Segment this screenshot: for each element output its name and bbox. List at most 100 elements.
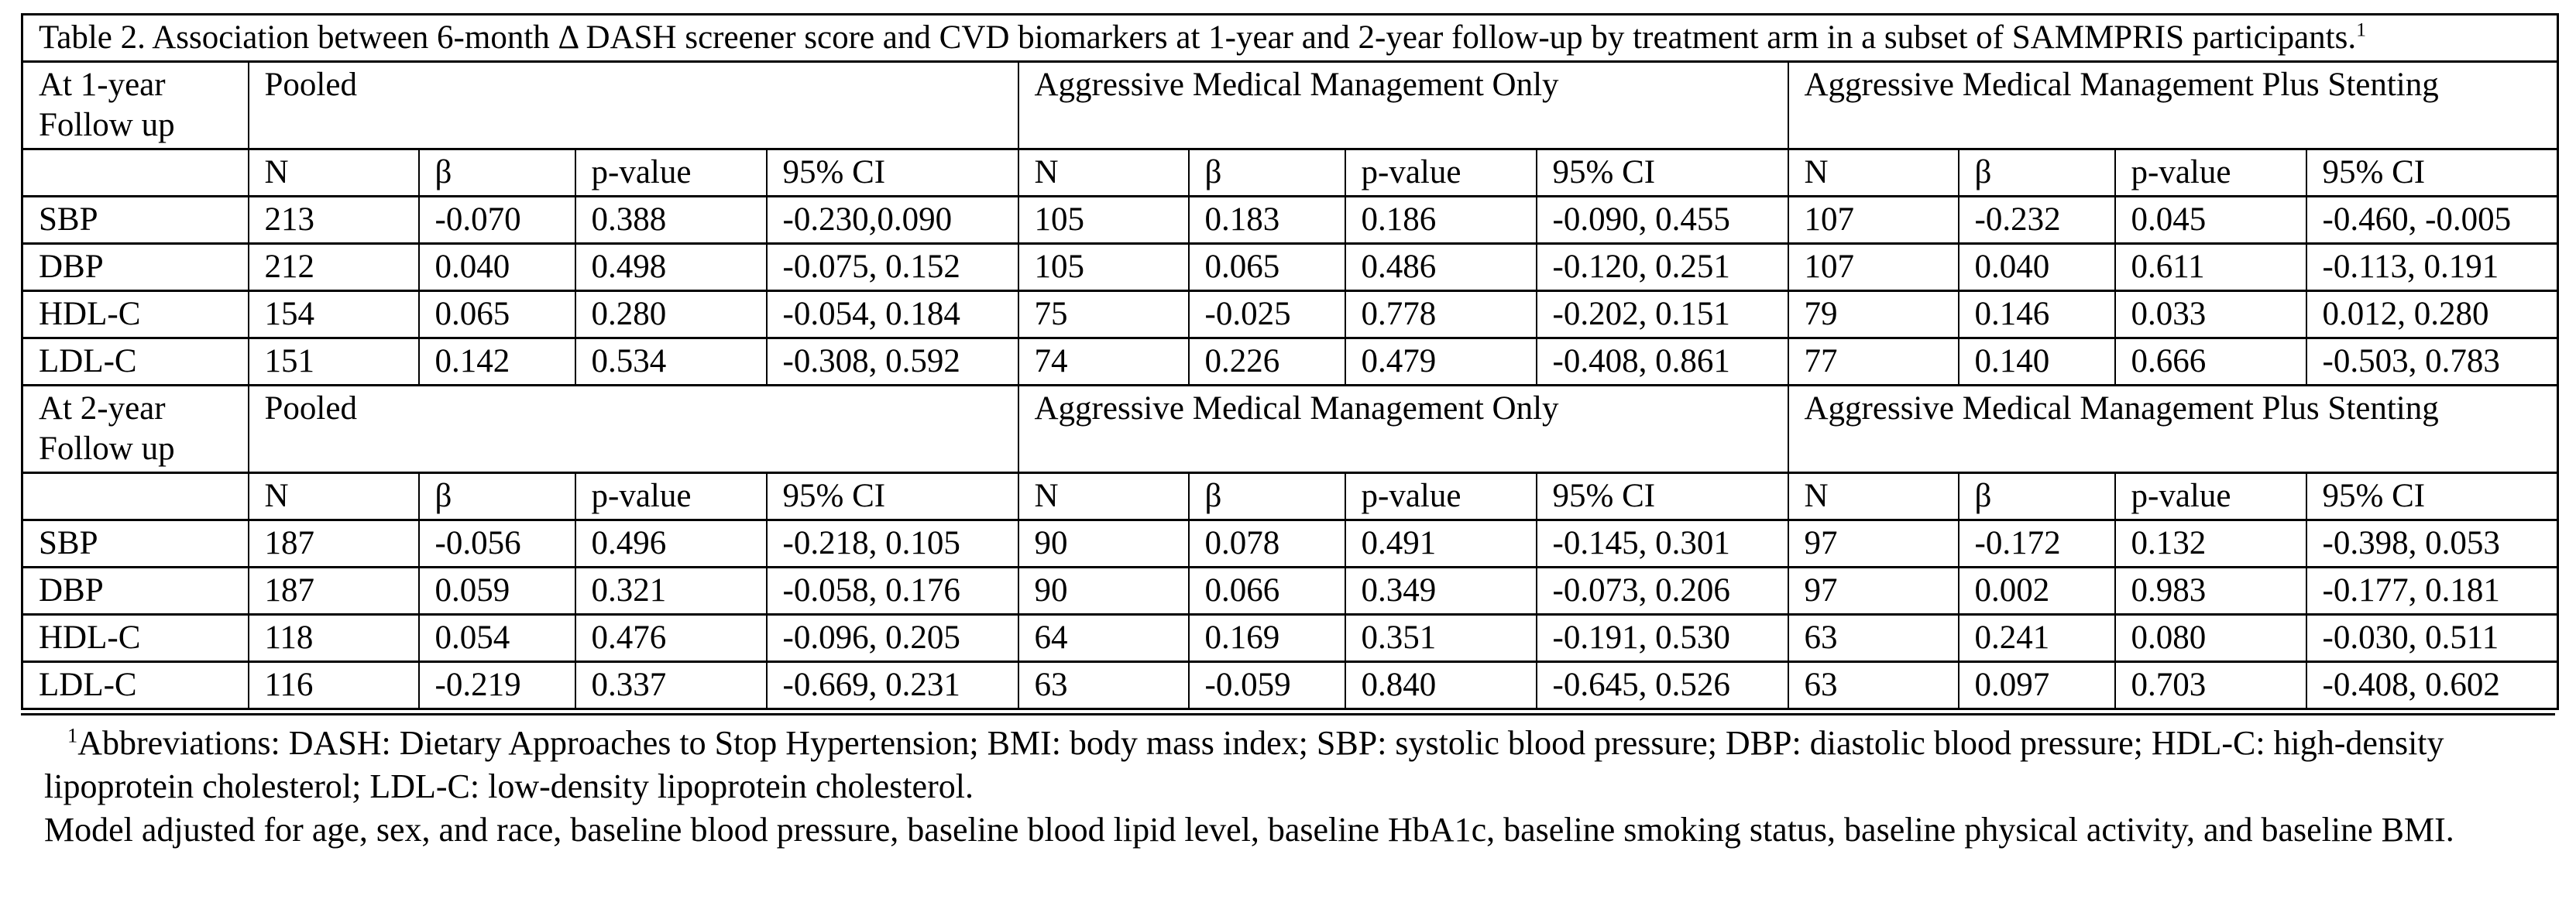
section-1-group-2-colheader-2: β <box>1187 148 1346 197</box>
data-cell: -0.308, 0.592 <box>765 337 1019 386</box>
data-cell: 0.045 <box>2114 195 2307 245</box>
data-cell: -0.408, 0.602 <box>2305 661 2559 710</box>
data-cell: 79 <box>1787 290 1959 339</box>
data-cell: 0.486 <box>1344 242 1537 292</box>
data-cell: 0.703 <box>2114 661 2307 710</box>
section-1-group-3-header: Aggressive Medical Management Plus Stent… <box>1787 60 2559 150</box>
table-title-footnote-marker: 1 <box>2356 18 2367 41</box>
section-1-group-1-header: Pooled <box>247 60 1019 150</box>
data-cell: 118 <box>247 613 420 663</box>
footnote-abbreviations-text: Abbreviations: DASH: Dietary Approaches … <box>44 724 2444 805</box>
section-2-group-3-colheader-4: 95% CI <box>2305 472 2559 521</box>
table-row-hdl-c-section-2: HDL-C 118 0.054 0.476 -0.096, 0.205 64 0.169 0.… <box>21 613 2559 663</box>
row-label-dbp: DBP <box>21 566 249 616</box>
table-row-sbp-section-1: SBP 213 -0.070 0.388 -0.230,0.090 105 0.183 0.1… <box>21 195 2559 245</box>
section-1-group-2-colheader-3: p-value <box>1344 148 1537 197</box>
data-cell: 0.078 <box>1187 519 1346 568</box>
data-cell: 0.337 <box>574 661 768 710</box>
table-row-ldl-c-section-1: LDL-C 151 0.142 0.534 -0.308, 0.592 74 0.226 0.… <box>21 337 2559 386</box>
data-cell: 0.183 <box>1187 195 1346 245</box>
section-2-group-2-header: Aggressive Medical Management Only <box>1017 384 1789 474</box>
data-cell: -0.030, 0.511 <box>2305 613 2559 663</box>
data-cell: 0.280 <box>574 290 768 339</box>
data-cell: -0.503, 0.783 <box>2305 337 2559 386</box>
section-2-group-2-colheader-4: 95% CI <box>1535 472 1789 521</box>
data-cell: 0.498 <box>574 242 768 292</box>
data-cell: -0.177, 0.181 <box>2305 566 2559 616</box>
data-cell: 151 <box>247 337 420 386</box>
section-1-empty-corner-cell <box>21 148 249 197</box>
data-cell: 0.097 <box>1957 661 2116 710</box>
section-2-empty-corner-cell <box>21 472 249 521</box>
section-1-group-2-colheader-4: 95% CI <box>1535 148 1789 197</box>
data-cell: -0.230,0.090 <box>765 195 1019 245</box>
data-cell: 0.534 <box>574 337 768 386</box>
row-label-sbp: SBP <box>21 195 249 245</box>
row-label-dbp: DBP <box>21 242 249 292</box>
table-title-row: Table 2. Association between 6-month Δ D… <box>21 13 2559 63</box>
table-title: Table 2. Association between 6-month Δ D… <box>21 13 2559 63</box>
section-1-group-1-colheader-1: N <box>247 148 420 197</box>
data-cell: 0.040 <box>1957 242 2116 292</box>
data-cell: -0.113, 0.191 <box>2305 242 2559 292</box>
data-cell: 90 <box>1017 566 1190 616</box>
table-row-dbp-section-1: DBP 212 0.040 0.498 -0.075, 0.152 105 0.065 0.4… <box>21 242 2559 292</box>
data-cell: -0.090, 0.455 <box>1535 195 1789 245</box>
data-cell: 0.066 <box>1187 566 1346 616</box>
data-cell: 0.476 <box>574 613 768 663</box>
data-cell: 0.002 <box>1957 566 2116 616</box>
data-cell: 105 <box>1017 242 1190 292</box>
data-cell: 90 <box>1017 519 1190 568</box>
data-cell: 0.140 <box>1957 337 2116 386</box>
section-1-group-3-colheader-3: p-value <box>2114 148 2307 197</box>
section-2-group-3-colheader-2: β <box>1957 472 2116 521</box>
data-cell: 0.479 <box>1344 337 1537 386</box>
data-cell: 97 <box>1787 519 1959 568</box>
section-2-group-3-header: Aggressive Medical Management Plus Stent… <box>1787 384 2559 474</box>
data-cell: 0.054 <box>417 613 576 663</box>
table-row-ldl-c-section-2: LDL-C 116 -0.219 0.337 -0.669, 0.231 63 -0.059… <box>21 661 2559 710</box>
data-cell: -0.460, -0.005 <box>2305 195 2559 245</box>
data-cell: 0.778 <box>1344 290 1537 339</box>
data-cell: 0.321 <box>574 566 768 616</box>
data-cell: 0.033 <box>2114 290 2307 339</box>
data-cell: 105 <box>1017 195 1190 245</box>
section-2-group-1-colheader-1: N <box>247 472 420 521</box>
data-cell: -0.025 <box>1187 290 1346 339</box>
footnote-abbreviations: 1Abbreviations: DASH: Dietary Approaches… <box>44 722 2530 808</box>
section-2-group-1-colheader-3: p-value <box>574 472 768 521</box>
section-2-group-1-colheader-2: β <box>417 472 576 521</box>
section-1-period-label: At 1-year Follow up <box>21 60 249 150</box>
data-cell: 75 <box>1017 290 1190 339</box>
row-label-hdl-c: HDL-C <box>21 613 249 663</box>
data-cell: 0.132 <box>2114 519 2307 568</box>
data-cell: 0.080 <box>2114 613 2307 663</box>
data-cell: -0.059 <box>1187 661 1346 710</box>
section-1-group-2-header: Aggressive Medical Management Only <box>1017 60 1789 150</box>
table-title-text: Table 2. Association between 6-month Δ D… <box>39 19 2357 56</box>
data-cell: -0.398, 0.053 <box>2305 519 2559 568</box>
data-cell: -0.218, 0.105 <box>765 519 1019 568</box>
data-cell: 0.496 <box>574 519 768 568</box>
data-cell: -0.070 <box>417 195 576 245</box>
data-cell: 0.840 <box>1344 661 1537 710</box>
data-cell: 0.983 <box>2114 566 2307 616</box>
section-2-group-3-colheader-3: p-value <box>2114 472 2307 521</box>
section-2-group-1-colheader-4: 95% CI <box>765 472 1019 521</box>
data-cell: -0.172 <box>1957 519 2116 568</box>
data-cell: -0.056 <box>417 519 576 568</box>
data-cell: 0.666 <box>2114 337 2307 386</box>
data-cell: -0.202, 0.151 <box>1535 290 1789 339</box>
section-1-group-1-colheader-4: 95% CI <box>765 148 1019 197</box>
data-cell: 63 <box>1017 661 1190 710</box>
data-cell: 0.491 <box>1344 519 1537 568</box>
data-cell: 0.186 <box>1344 195 1537 245</box>
section-2-period-label: At 2-year Follow up <box>21 384 249 474</box>
data-cell: 0.142 <box>417 337 576 386</box>
section-2-group-1-header: Pooled <box>247 384 1019 474</box>
row-label-sbp: SBP <box>21 519 249 568</box>
data-cell: 0.065 <box>417 290 576 339</box>
data-cell: 0.146 <box>1957 290 2116 339</box>
